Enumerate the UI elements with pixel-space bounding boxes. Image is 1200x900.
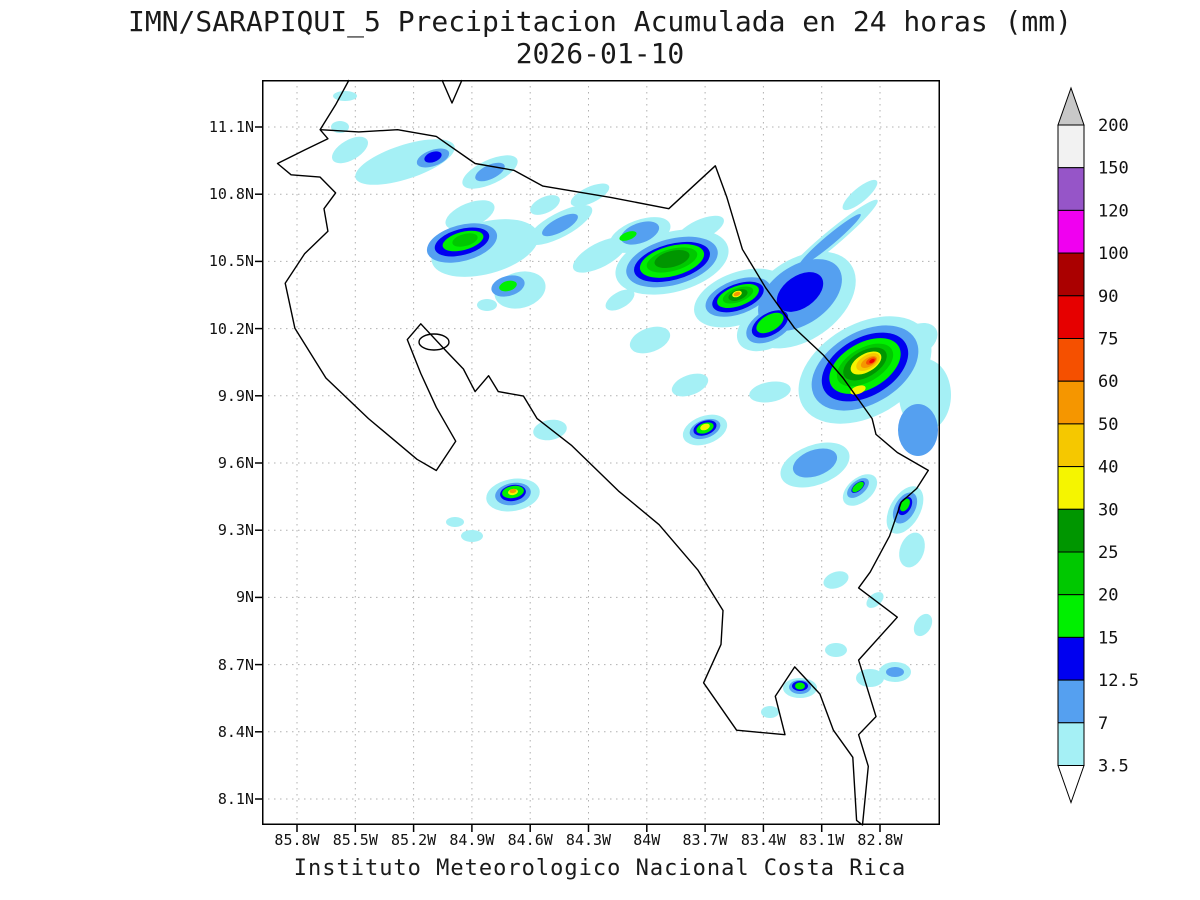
svg-text:15: 15 <box>1098 628 1118 648</box>
footer-credit: Instituto Meteorologico Nacional Costa R… <box>293 856 907 881</box>
svg-text:7: 7 <box>1098 714 1108 734</box>
lat-tick-label: 8.7N <box>217 655 254 674</box>
lake-nicaragua-tip <box>441 79 463 104</box>
lon-tick-label: 83.7W <box>682 831 728 849</box>
svg-text:30: 30 <box>1098 500 1118 520</box>
lon-tick-label: 82.8W <box>857 831 903 849</box>
svg-text:100: 100 <box>1098 244 1129 264</box>
svg-text:25: 25 <box>1098 543 1118 563</box>
colorbar-under-arrow <box>1057 765 1085 805</box>
lon-tick-label: 84.3W <box>565 831 612 849</box>
colorbar-labels: 200 150 120 100 90 75 60 50 40 30 25 20 15 12.5 7 3.5 <box>1098 116 1139 777</box>
svg-text:75: 75 <box>1098 330 1118 350</box>
svg-text:90: 90 <box>1098 287 1118 307</box>
lon-tick-label: 84.6W <box>507 831 553 849</box>
svg-text:12.5: 12.5 <box>1098 671 1139 691</box>
lon-tick-label: 83.1W <box>799 831 845 849</box>
lat-tick-label: 9N <box>235 588 254 607</box>
lat-tick-label: 8.4N <box>217 722 254 741</box>
lon-tick-label: 84.9W <box>449 831 495 849</box>
svg-text:40: 40 <box>1098 458 1118 478</box>
svg-text:60: 60 <box>1098 372 1118 392</box>
map-frame <box>262 80 940 825</box>
coastline <box>276 79 929 826</box>
lat-tick-label: 9.6N <box>217 454 254 472</box>
map-plot <box>255 79 951 832</box>
lon-tick-label: 85.2W <box>391 831 437 849</box>
svg-text:50: 50 <box>1098 415 1118 435</box>
colorbar-over-arrow <box>1057 86 1085 126</box>
lat-tick-label: 10.5N <box>208 252 254 271</box>
lat-tick-label: 8.1N <box>217 790 254 808</box>
colorbar-boxes <box>1057 124 1085 766</box>
lat-tick-label: 10.8N <box>208 185 254 204</box>
lat-tick-label: 9.3N <box>217 521 254 540</box>
svg-text:20: 20 <box>1098 586 1118 606</box>
svg-text:150: 150 <box>1098 159 1129 179</box>
lat-tick-label: 10.2N <box>208 319 254 338</box>
chira-island <box>418 333 450 351</box>
costa-rica-outline <box>276 79 929 826</box>
colorbar-area: 200 150 120 100 90 75 60 50 40 30 25 20 15 12.5 7 3.5 <box>1050 80 1200 820</box>
precipitation-field <box>331 91 951 718</box>
lat-tick-label: 11.1N <box>208 118 254 136</box>
chart-date: 2026-01-10 <box>515 37 685 70</box>
chart-title: IMN/SARAPIQUI_5 Precipitacion Acumulada … <box>127 5 1072 38</box>
lon-tick-label: 85.5W <box>332 831 378 849</box>
svg-text:120: 120 <box>1098 201 1129 221</box>
axis-ticks <box>255 126 881 832</box>
lon-tick-label: 85.8W <box>274 831 320 849</box>
lon-tick-label: 84W <box>633 831 661 849</box>
lat-tick-label: 9.9N <box>217 386 254 405</box>
svg-text:3.5: 3.5 <box>1098 757 1129 777</box>
map-plot-area <box>255 79 951 832</box>
svg-text:200: 200 <box>1098 116 1129 136</box>
lon-tick-label: 83.4W <box>740 831 786 849</box>
colorbar: 200 150 120 100 90 75 60 50 40 30 25 20 15 12.5 7 3.5 <box>1057 86 1139 805</box>
